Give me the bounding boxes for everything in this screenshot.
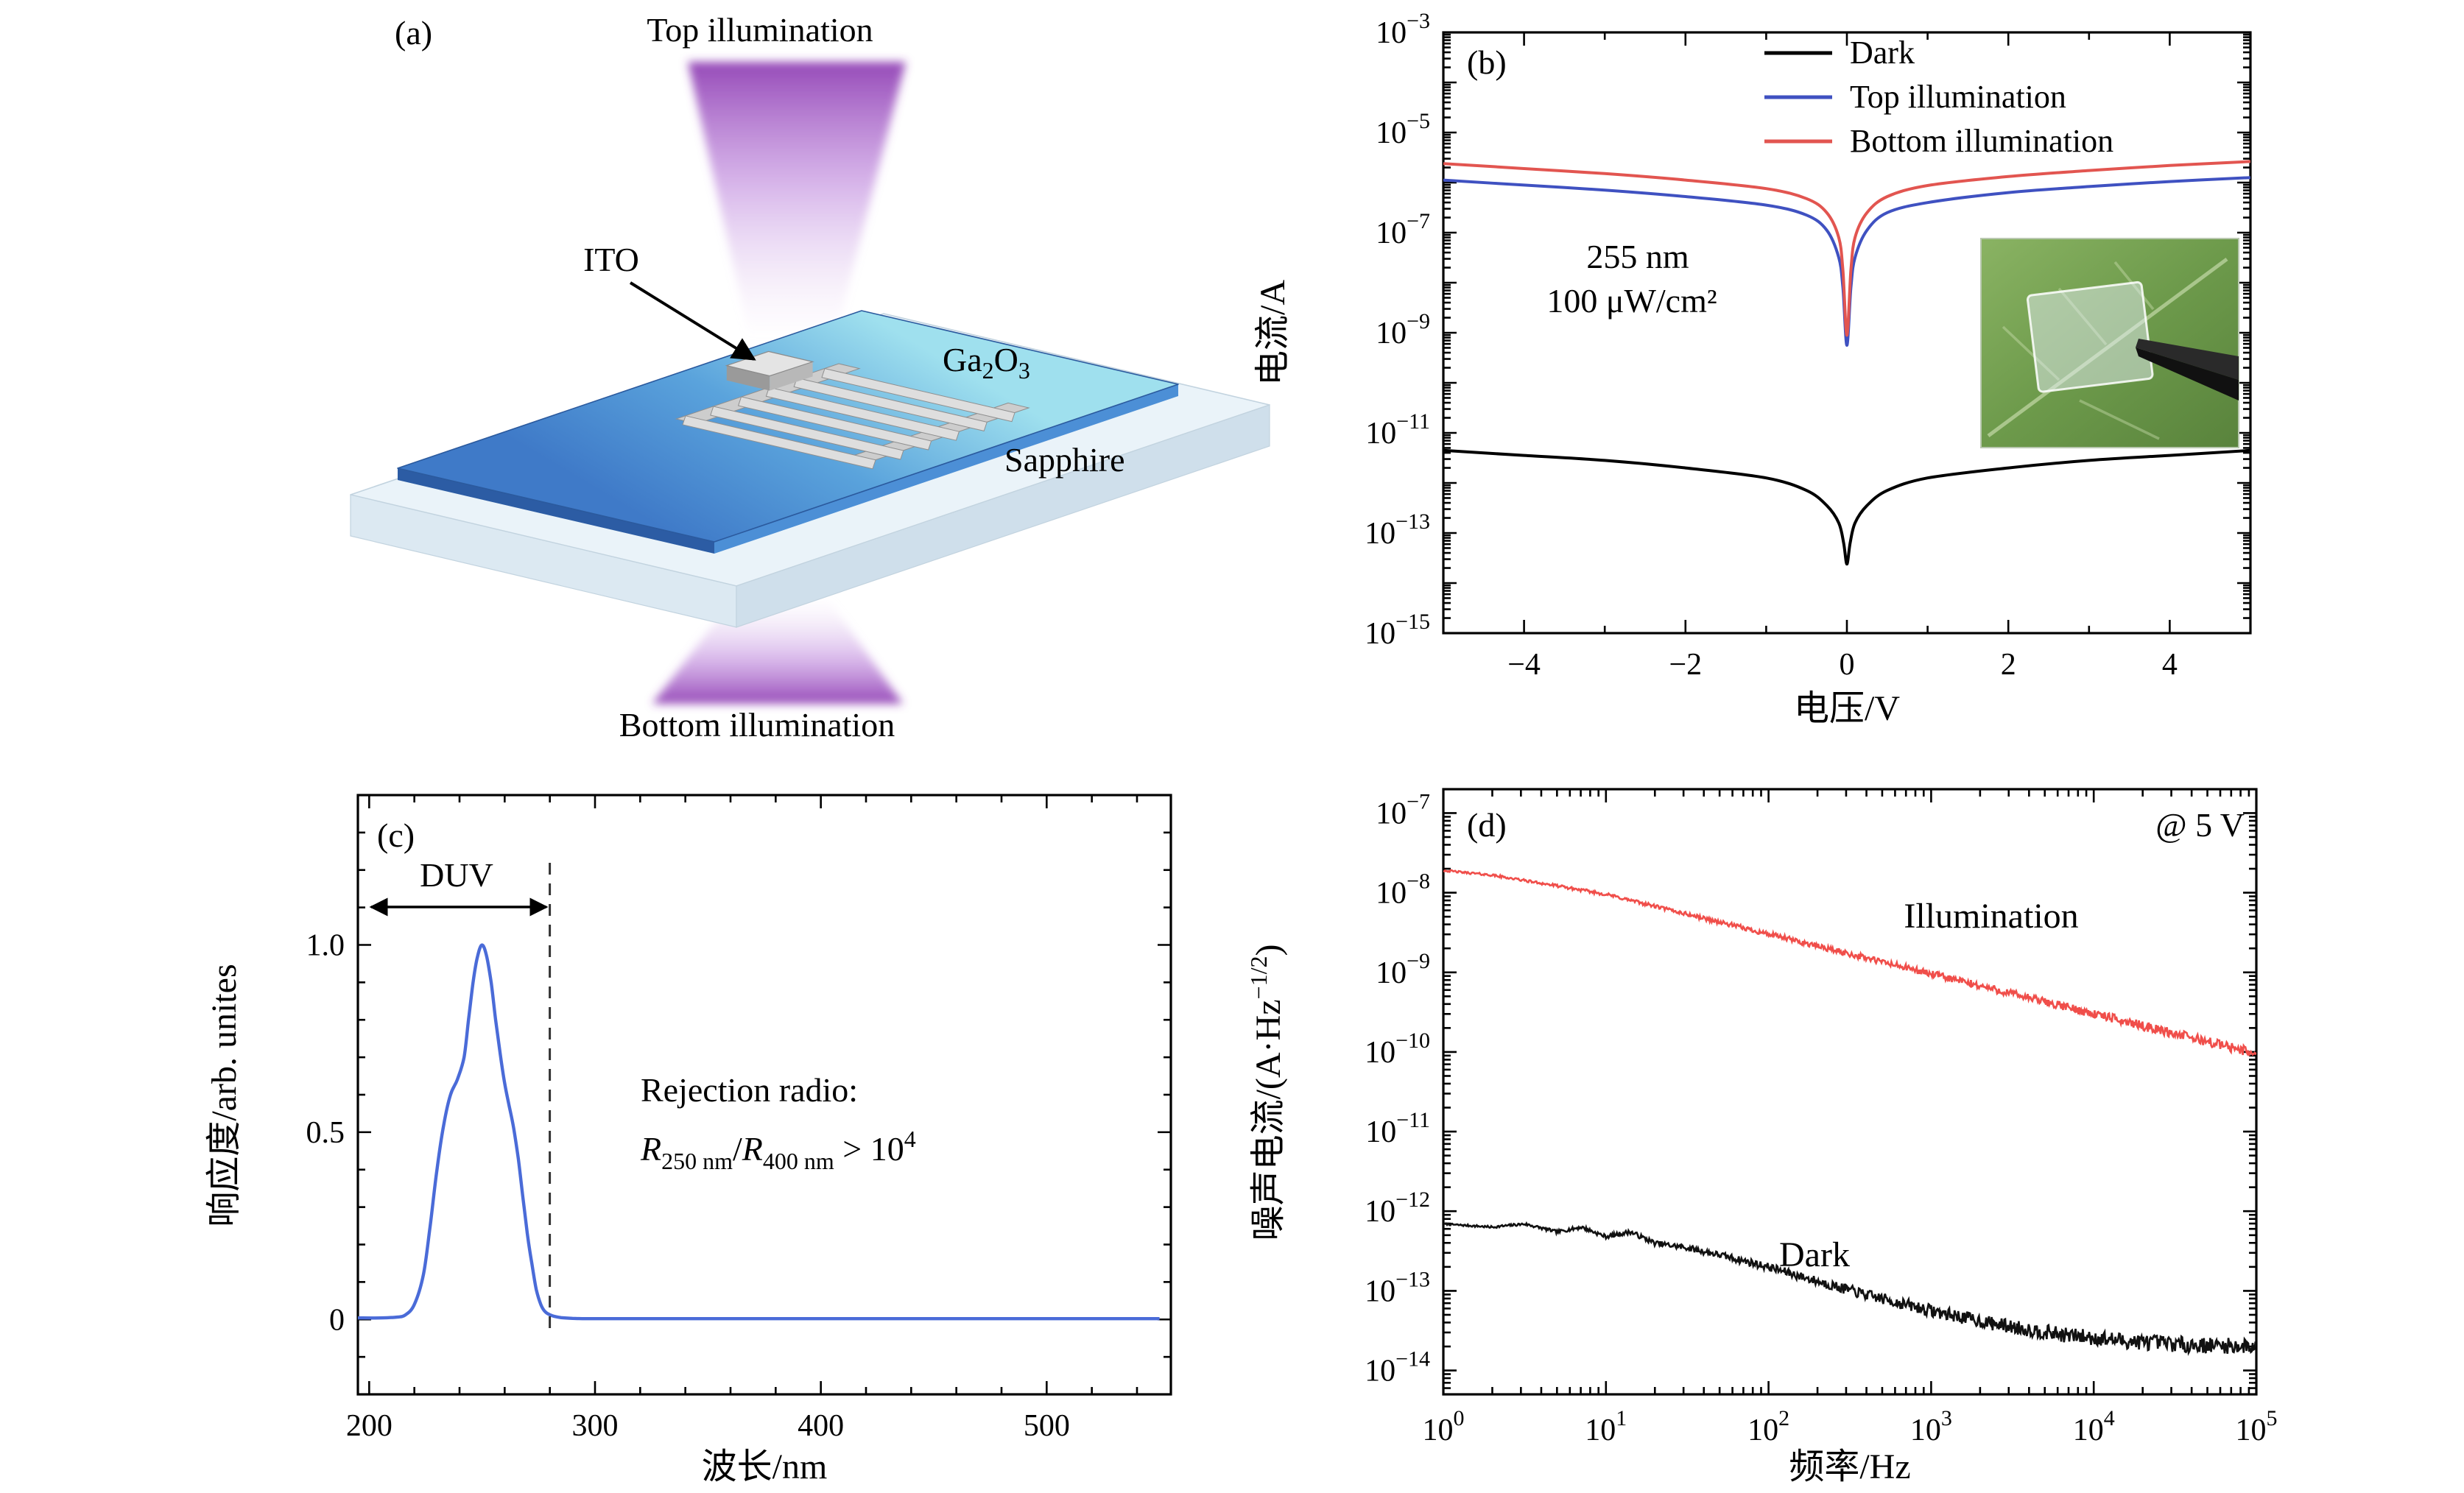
- sapphire-front-right-face: [736, 404, 1270, 628]
- bias-annotation: @ 5 V: [2155, 806, 2245, 844]
- svg-text:10−8: 10−8: [1376, 869, 1430, 911]
- rejection-ratio-line1: Rejection radio:: [641, 1071, 858, 1109]
- svg-text:−2: −2: [1669, 648, 1702, 682]
- transparent-sample: [2026, 280, 2154, 393]
- legend-label-top-illumination: Top illumination: [1850, 79, 2066, 115]
- panel-a-label: (a): [395, 14, 432, 52]
- panel-d-noise-chart: 100 101 102 103 104 105 10−14 10−13 10−12 10−11 10…: [1245, 788, 2278, 1486]
- power-annotation: 100 μW/cm²: [1546, 282, 1717, 320]
- panel-a-schematic: (a) Top illumination ITO Ga2: [350, 11, 1270, 744]
- panel-c-label: (c): [377, 816, 415, 854]
- rejection-ratio-formula: R250 nm/R400 nm > 104: [640, 1126, 916, 1174]
- panel-d-xlabel: 频率/Hz: [1789, 1447, 1910, 1486]
- wavelength-annotation: 255 nm: [1586, 238, 1689, 275]
- electrode-finger: [765, 387, 960, 441]
- svg-text:10−5: 10−5: [1376, 109, 1430, 150]
- svg-text:10−10: 10−10: [1365, 1028, 1430, 1070]
- svg-text:2: 2: [2001, 648, 2016, 682]
- bottom-illumination-label: Bottom illumination: [619, 706, 895, 744]
- tweezers-upper-prong: [2136, 339, 2239, 380]
- chart-b-axes-and-series: −4 −2 0 2 4 10−15 10−13 10−11 10−9 10−7 10−5 10−3: [1365, 9, 2252, 682]
- svg-text:10−11: 10−11: [1365, 409, 1430, 451]
- curve-responsivity: [358, 943, 1160, 1321]
- svg-text:1.0: 1.0: [306, 929, 345, 963]
- panel-c-spectral-chart: 200 300 400 500 0 0.5 1.0 (c) DUV Rejection ra…: [205, 794, 1172, 1486]
- panel-d-ylabel: 噪声电流/(A·Hz−1/2): [1245, 945, 1288, 1241]
- svg-text:10−13: 10−13: [1365, 1267, 1430, 1308]
- electrode-finger: [737, 396, 932, 451]
- electrode-finger: [821, 368, 1015, 423]
- svg-text:102: 102: [1747, 1406, 1789, 1447]
- curve-top-illumination: [1443, 176, 2250, 347]
- ito-label: ITO: [583, 241, 639, 278]
- curve-bottom-illumination: [1443, 160, 2250, 337]
- panel-b-xlabel: 电压/V: [1794, 689, 1900, 728]
- svg-text:10−14: 10−14: [1365, 1347, 1430, 1388]
- panel-c-ylabel: 响应度/arb. unites: [205, 964, 244, 1226]
- curve-dark: [1443, 1221, 2256, 1356]
- ito-pointer-arrow: [629, 281, 756, 361]
- svg-text:500: 500: [1024, 1409, 1070, 1443]
- svg-text:−4: −4: [1507, 648, 1541, 682]
- film-front-right-face: [714, 384, 1178, 554]
- electrode-finger: [710, 406, 904, 460]
- top-illumination-label: Top illumination: [647, 11, 873, 49]
- svg-text:103: 103: [1910, 1406, 1952, 1447]
- panel-b-ylabel: 电流/A: [1253, 280, 1292, 386]
- svg-text:10−15: 10−15: [1365, 610, 1430, 651]
- legend-label-bottom-illumination: Bottom illumination: [1850, 123, 2113, 159]
- panel-c-xlabel: 波长/nm: [702, 1447, 828, 1486]
- illumination-curve-label: Illumination: [1904, 897, 2078, 936]
- svg-text:10−9: 10−9: [1376, 949, 1430, 990]
- svg-text:100: 100: [1423, 1406, 1465, 1447]
- svg-text:0.5: 0.5: [306, 1116, 345, 1150]
- svg-text:4: 4: [2162, 648, 2178, 682]
- dark-curve-label: Dark: [1779, 1235, 1850, 1274]
- legend-label-dark: Dark: [1850, 35, 1915, 71]
- svg-text:400: 400: [798, 1409, 844, 1443]
- ga2o3-label: Ga2O3: [943, 341, 1030, 384]
- interdigitated-electrodes: [675, 350, 1030, 470]
- svg-text:0: 0: [329, 1303, 345, 1337]
- film-front-left-face: [398, 468, 714, 554]
- svg-text:10−12: 10−12: [1365, 1187, 1430, 1229]
- svg-text:200: 200: [346, 1409, 393, 1443]
- legend: Dark Top illumination Bottom illuminatio…: [1764, 35, 2113, 159]
- svg-text:10−9: 10−9: [1376, 309, 1430, 350]
- chart-c-axes-and-series: 200 300 400 500 0 0.5 1.0: [306, 794, 1172, 1443]
- svg-text:10−7: 10−7: [1376, 209, 1430, 250]
- svg-text:101: 101: [1585, 1406, 1627, 1447]
- svg-text:0: 0: [1840, 648, 1855, 682]
- sapphire-label: Sapphire: [1004, 441, 1125, 479]
- chart-d-axes-and-series: 100 101 102 103 104 105 10−14 10−13 10−12 10−11 10…: [1365, 788, 2278, 1447]
- panel-b-label: (b): [1467, 43, 1507, 81]
- electrode-finger: [793, 377, 988, 431]
- tweezers-lower-prong: [2136, 347, 2239, 400]
- svg-text:300: 300: [572, 1409, 619, 1443]
- ito-pad-right-face: [770, 361, 813, 391]
- bottom-light-beam: [652, 601, 903, 704]
- svg-text:10−13: 10−13: [1365, 509, 1430, 551]
- svg-text:105: 105: [2236, 1406, 2278, 1447]
- electrode-finger: [682, 415, 876, 470]
- top-light-beam: [688, 62, 906, 333]
- curve-illumination: [1443, 869, 2256, 1056]
- inset-photo: [1980, 238, 2239, 448]
- svg-text:10−7: 10−7: [1376, 789, 1430, 830]
- panel-d-label: (d): [1467, 806, 1507, 844]
- duv-label: DUV: [420, 856, 493, 894]
- curve-dark: [1443, 448, 2250, 566]
- svg-text:104: 104: [2073, 1406, 2115, 1447]
- svg-text:10−11: 10−11: [1365, 1108, 1430, 1149]
- panel-b-iv-chart: −4 −2 0 2 4 10−15 10−13 10−11 10−9 10−7 10−5 10−3 (…: [1253, 9, 2252, 728]
- svg-text:10−3: 10−3: [1376, 9, 1430, 50]
- ito-pad-left-face: [726, 365, 770, 391]
